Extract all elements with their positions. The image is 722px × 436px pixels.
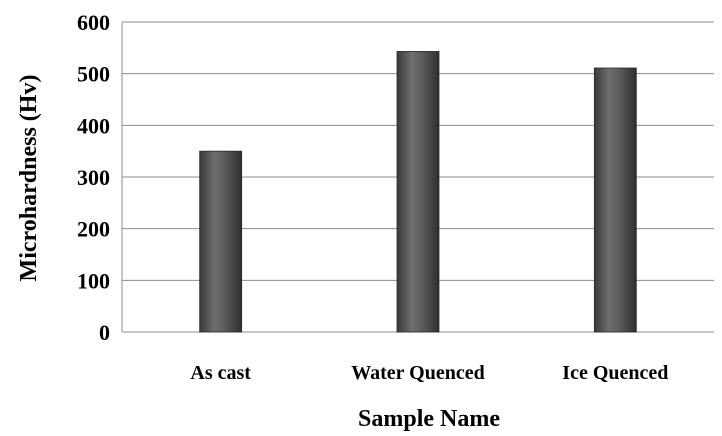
bar [396,51,440,333]
y-axis-title: Microhardness (Hv) [16,75,42,282]
y-tick-label: 600 [77,10,110,35]
x-category-label: As cast [190,362,251,384]
y-tick-label: 500 [77,62,110,87]
y-tick-label: 0 [99,320,110,345]
y-tick-labels: 0 100 200 300 400 500 600 [77,10,110,345]
x-category-label: Water Quenced [351,362,485,384]
y-tick-label: 300 [77,165,110,190]
x-category-label: Ice Quenced [562,362,668,384]
bars [199,51,637,333]
x-axis-title: Sample Name [358,406,500,432]
bar [593,67,637,333]
y-tick-label: 100 [77,268,110,293]
x-category-labels: As cast Water Quenced Ice Quenced [190,362,668,384]
bar [199,150,243,333]
y-tick-label: 200 [77,217,110,242]
y-tick-label: 400 [77,113,110,138]
